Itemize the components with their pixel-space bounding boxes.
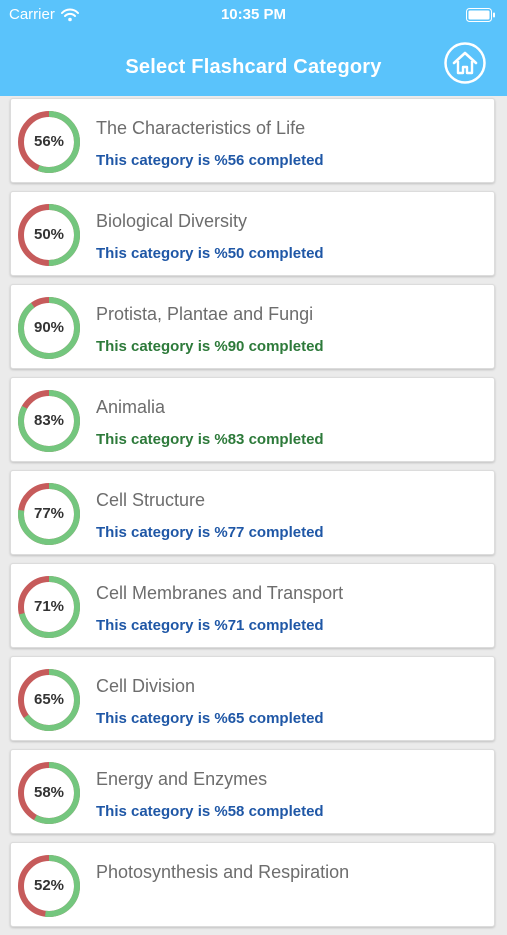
category-card[interactable]: 52% Photosynthesis and Respiration	[10, 842, 495, 927]
home-icon	[444, 42, 486, 84]
status-bar: Carrier 10:35 PM	[0, 0, 507, 30]
progress-percent-label: 71%	[33, 598, 65, 615]
progress-percent-label: 77%	[33, 505, 65, 522]
category-progress-text: This category is %58 completed	[96, 803, 324, 820]
progress-percent-label: 52%	[33, 877, 65, 894]
progress-percent-label: 56%	[33, 133, 65, 150]
progress-done-arc	[18, 762, 80, 824]
category-card[interactable]: 90% Protista, Plantae and Fungi This categ…	[10, 284, 495, 369]
progress-ring: 56%	[16, 109, 82, 175]
category-list: 56% The Characteristics of Life This categ…	[10, 98, 497, 935]
progress-percent-label: 65%	[33, 691, 65, 708]
status-time: 10:35 PM	[220, 6, 287, 23]
category-title: Cell Structure	[96, 490, 206, 510]
progress-ring: 83%	[16, 388, 82, 454]
category-title: Biological Diversity	[96, 211, 248, 231]
progress-done-arc	[18, 204, 80, 266]
home-button[interactable]	[444, 42, 486, 84]
progress-done-arc	[18, 483, 80, 545]
category-card[interactable]: 71% Cell Membranes and Transport This cate…	[10, 563, 495, 648]
progress-ring: 52%	[16, 853, 82, 919]
progress-percent-label: 83%	[33, 412, 65, 429]
nav-header: Carrier 10:35 PM Select Flashcard Catego…	[0, 0, 507, 96]
progress-ring: 71%	[16, 574, 82, 640]
page-title: Select Flashcard Category	[125, 56, 382, 78]
category-card[interactable]: 56% The Characteristics of Life This categ…	[10, 98, 495, 183]
battery-icon	[466, 8, 496, 26]
category-progress-text: This category is %65 completed	[96, 710, 324, 727]
progress-done-arc	[18, 669, 80, 731]
category-progress-text: This category is %71 completed	[96, 617, 324, 634]
progress-percent-label: 90%	[33, 319, 65, 336]
progress-ring: 58%	[16, 760, 82, 826]
category-title: The Characteristics of Life	[96, 118, 306, 138]
progress-ring: 50%	[16, 202, 82, 268]
category-progress-text: This category is %56 completed	[96, 152, 324, 169]
category-title: Energy and Enzymes	[96, 769, 268, 789]
progress-done-arc	[18, 576, 80, 638]
progress-ring: 90%	[16, 295, 82, 361]
wifi-icon	[60, 8, 79, 22]
category-progress-text: This category is %77 completed	[96, 524, 324, 541]
category-title: Protista, Plantae and Fungi	[96, 304, 314, 324]
carrier-label: Carrier	[9, 6, 55, 23]
category-title: Photosynthesis and Respiration	[96, 862, 350, 882]
category-title: Cell Membranes and Transport	[96, 583, 344, 603]
progress-percent-label: 58%	[33, 784, 65, 801]
category-card[interactable]: 58% Energy and Enzymes This category is %5…	[10, 749, 495, 834]
carrier-group: Carrier	[9, 6, 79, 23]
progress-ring: 65%	[16, 667, 82, 733]
category-card[interactable]: 65% Cell Division This category is %65 com…	[10, 656, 495, 741]
category-card[interactable]: 50% Biological Diversity This category is …	[10, 191, 495, 276]
progress-percent-label: 50%	[33, 226, 65, 243]
category-progress-text: This category is %50 completed	[96, 245, 324, 262]
progress-done-arc	[18, 297, 80, 359]
progress-done-arc	[18, 390, 80, 452]
progress-ring: 77%	[16, 481, 82, 547]
category-progress-text: This category is %90 completed	[96, 338, 324, 355]
progress-done-arc	[18, 111, 80, 173]
category-card[interactable]: 77% Cell Structure This category is %77 co…	[10, 470, 495, 555]
category-title: Cell Division	[96, 676, 196, 696]
category-card[interactable]: 83% Animalia This category is %83 complete…	[10, 377, 495, 462]
category-progress-text: This category is %83 completed	[96, 431, 324, 448]
category-title: Animalia	[96, 397, 166, 417]
